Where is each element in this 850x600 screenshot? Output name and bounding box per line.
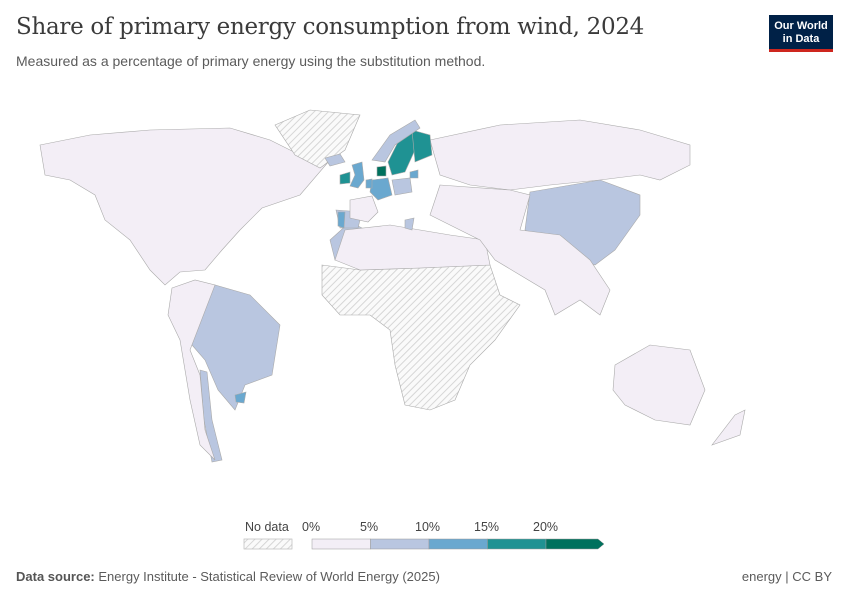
country-finland[interactable] xyxy=(411,129,433,163)
country-africa-most[interactable] xyxy=(321,264,521,411)
legend-no-data-label: No data xyxy=(245,520,289,534)
legend-bin-0[interactable] xyxy=(311,538,371,550)
country-russia[interactable] xyxy=(429,119,691,191)
legend-bin-4[interactable] xyxy=(545,538,605,550)
country-united-kingdom[interactable] xyxy=(349,161,365,189)
source-label: Data source: xyxy=(16,569,95,584)
country-netherlands[interactable] xyxy=(365,178,373,189)
country-ireland[interactable] xyxy=(339,171,351,185)
country-denmark[interactable] xyxy=(376,165,387,177)
legend-tick: 20% xyxy=(533,520,559,534)
country-france[interactable] xyxy=(349,195,379,223)
country-uruguay[interactable] xyxy=(234,391,247,404)
legend-tick: 0% xyxy=(302,520,321,534)
country-poland[interactable] xyxy=(391,177,413,196)
country-greece[interactable] xyxy=(404,217,415,231)
data-source: Data source: Energy Institute - Statisti… xyxy=(16,569,440,584)
country-south-america-other[interactable] xyxy=(167,279,216,461)
source-text[interactable]: Energy Institute - Statistical Review of… xyxy=(98,569,440,584)
legend-tick: 5% xyxy=(360,520,379,534)
country-new-zealand[interactable] xyxy=(711,409,746,446)
legend-bin-1[interactable] xyxy=(370,538,430,550)
country-germany[interactable] xyxy=(369,177,393,201)
country-north-america[interactable] xyxy=(39,127,331,286)
country-brazil[interactable] xyxy=(191,284,281,411)
owid-logo[interactable]: Our World in Data xyxy=(769,15,833,52)
country-portugal[interactable] xyxy=(337,211,346,229)
license[interactable]: energy | CC BY xyxy=(741,569,832,584)
legend-bin-3[interactable] xyxy=(487,538,547,550)
world-map[interactable] xyxy=(0,100,850,510)
legend-no-data-swatch[interactable] xyxy=(243,538,293,550)
chart-title: Share of primary energy consumption from… xyxy=(16,14,644,40)
chart-subtitle: Measured as a percentage of primary ener… xyxy=(16,53,486,69)
country-norway[interactable] xyxy=(371,119,421,163)
legend-tick: 15% xyxy=(474,520,500,534)
map-legend: No data 0% 5% 10% 15% 20% xyxy=(240,518,620,554)
country-lithuania[interactable] xyxy=(409,169,419,179)
country-asia-other[interactable] xyxy=(429,184,611,316)
country-greenland[interactable] xyxy=(274,109,361,169)
legend-bin-2[interactable] xyxy=(428,538,488,550)
country-australia[interactable] xyxy=(612,344,706,426)
country-iceland[interactable] xyxy=(324,153,346,167)
legend-tick: 10% xyxy=(415,520,441,534)
legend-bar xyxy=(243,538,605,550)
